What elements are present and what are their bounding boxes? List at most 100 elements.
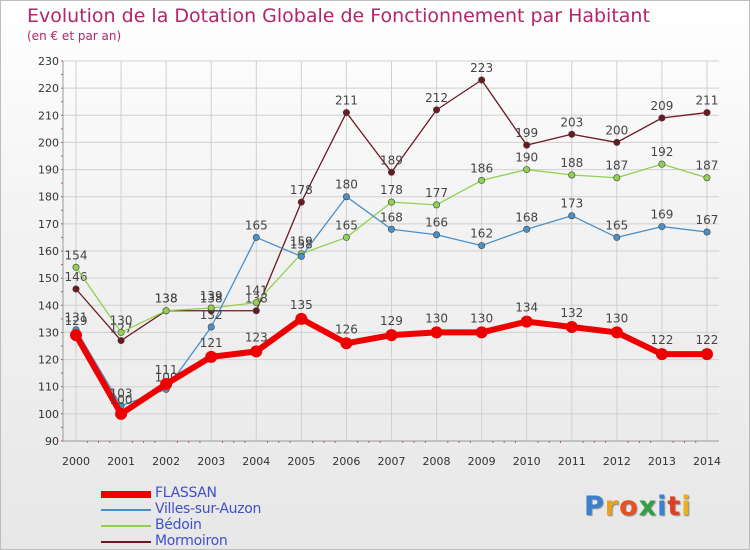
- data-label-villes-sur-auzon: 162: [470, 227, 493, 241]
- data-point-b-doin: [703, 174, 711, 182]
- y-tick-label: 100: [38, 408, 59, 421]
- data-label-flassan: 111: [155, 363, 178, 377]
- data-label-villes-sur-auzon: 165: [245, 218, 268, 232]
- data-label-mormoiron: 211: [335, 94, 358, 108]
- data-label-villes-sur-auzon: 132: [200, 308, 223, 322]
- data-point-flassan: [475, 326, 488, 339]
- line-chart: 90 100 110 120 130 140 150 160 170 180 190 200 210 22…: [38, 55, 721, 468]
- data-label-villes-sur-auzon: 168: [380, 210, 403, 224]
- logo-letter: x: [638, 491, 658, 522]
- y-tick-label: 90: [45, 435, 59, 448]
- y-tick-label: 120: [38, 354, 59, 367]
- data-label-b-doin: 178: [380, 183, 403, 197]
- x-tick-label: 2012: [603, 455, 631, 468]
- y-tick-label: 180: [38, 191, 59, 204]
- data-label-mormoiron: 209: [650, 99, 673, 113]
- data-label-villes-sur-auzon: 103: [110, 387, 133, 401]
- data-label-flassan: 122: [650, 333, 673, 347]
- data-point-mormoiron: [568, 130, 576, 138]
- data-point-flassan: [565, 321, 578, 333]
- y-tick-label: 150: [38, 272, 59, 285]
- legend-swatch-flassan: [101, 490, 151, 498]
- data-label-b-doin: 187: [696, 159, 719, 173]
- data-point-flassan: [160, 378, 173, 390]
- logo-letter: i: [657, 491, 668, 522]
- data-label-b-doin: 165: [335, 218, 358, 232]
- data-point-mormoiron: [72, 285, 80, 293]
- data-label-mormoiron: 138: [155, 292, 178, 306]
- data-point-mormoiron: [433, 106, 441, 114]
- data-label-b-doin: 177: [425, 186, 448, 200]
- data-label-flassan: 122: [696, 333, 719, 347]
- data-label-mormoiron: 178: [290, 183, 313, 197]
- data-point-b-doin: [433, 201, 441, 209]
- legend-swatch-villes-sur-auzon: [101, 509, 151, 511]
- logo-letter: r: [604, 491, 620, 522]
- y-tick-label: 170: [38, 218, 59, 231]
- x-tick-label: 2001: [107, 455, 135, 468]
- legend-swatch-b-doin: [101, 525, 151, 527]
- x-tick-label: 2007: [377, 455, 405, 468]
- data-point-flassan: [655, 348, 668, 361]
- data-point-flassan: [385, 329, 398, 342]
- data-point-villes-sur-auzon: [523, 225, 531, 233]
- data-label-villes-sur-auzon: 166: [425, 216, 448, 230]
- data-point-b-doin: [387, 198, 395, 206]
- data-label-mormoiron: 138: [245, 292, 268, 306]
- x-tick-label: 2011: [558, 455, 586, 468]
- data-point-flassan: [610, 326, 623, 339]
- data-point-mormoiron: [252, 307, 260, 315]
- data-label-b-doin: 186: [470, 161, 493, 175]
- data-label-mormoiron: 203: [560, 115, 583, 129]
- data-label-mormoiron: 138: [200, 292, 223, 306]
- y-tick-label: 160: [38, 245, 59, 258]
- x-tick-label: 2014: [693, 455, 721, 468]
- data-label-b-doin: 154: [65, 248, 88, 262]
- data-point-flassan: [205, 350, 218, 363]
- x-tick-label: 2004: [242, 455, 270, 468]
- data-label-mormoiron: 211: [696, 94, 719, 108]
- logo-letter: t: [667, 491, 682, 522]
- data-point-flassan: [115, 407, 128, 420]
- data-label-flassan: 130: [470, 311, 493, 325]
- data-label-villes-sur-auzon: 169: [650, 208, 673, 222]
- x-tick-label: 2010: [513, 455, 541, 468]
- legend-label-mormoiron: Mormoiron: [155, 533, 228, 549]
- data-point-b-doin: [252, 299, 260, 307]
- x-tick-label: 2000: [62, 455, 90, 468]
- data-label-villes-sur-auzon: 167: [696, 213, 719, 227]
- data-point-mormoiron: [478, 76, 486, 84]
- data-point-villes-sur-auzon: [207, 323, 215, 331]
- data-label-villes-sur-auzon: 131: [65, 311, 88, 325]
- data-label-villes-sur-auzon: 165: [605, 218, 628, 232]
- data-point-flassan: [70, 329, 82, 342]
- data-point-flassan: [295, 312, 308, 325]
- data-label-mormoiron: 212: [425, 91, 448, 105]
- data-point-villes-sur-auzon: [613, 233, 621, 241]
- y-tick-label: 200: [38, 136, 59, 149]
- data-label-villes-sur-auzon: 158: [290, 237, 313, 251]
- data-point-villes-sur-auzon: [433, 231, 441, 239]
- x-tick-label: 2013: [648, 455, 676, 468]
- data-point-flassan: [250, 345, 263, 358]
- x-tick-label: 2009: [468, 455, 496, 468]
- chart-title: Evolution de la Dotation Globale de Fonc…: [27, 5, 650, 27]
- data-point-b-doin: [523, 166, 531, 174]
- data-point-flassan: [700, 348, 713, 361]
- data-label-mormoiron: 200: [605, 123, 628, 137]
- data-point-villes-sur-auzon: [568, 212, 576, 220]
- data-point-villes-sur-auzon: [297, 252, 305, 260]
- chart-subtitle: (en € et par an): [27, 29, 122, 43]
- data-label-flassan: 130: [605, 311, 628, 325]
- data-point-villes-sur-auzon: [478, 242, 486, 250]
- y-tick-label: 220: [38, 82, 59, 95]
- y-tick-label: 130: [38, 326, 59, 339]
- data-label-villes-sur-auzon: 168: [515, 210, 538, 224]
- data-label-villes-sur-auzon: 180: [335, 178, 358, 192]
- data-point-villes-sur-auzon: [342, 193, 350, 201]
- data-point-b-doin: [568, 171, 576, 179]
- data-point-flassan: [520, 315, 533, 328]
- data-label-flassan: 130: [425, 311, 448, 325]
- data-label-flassan: 132: [560, 306, 583, 320]
